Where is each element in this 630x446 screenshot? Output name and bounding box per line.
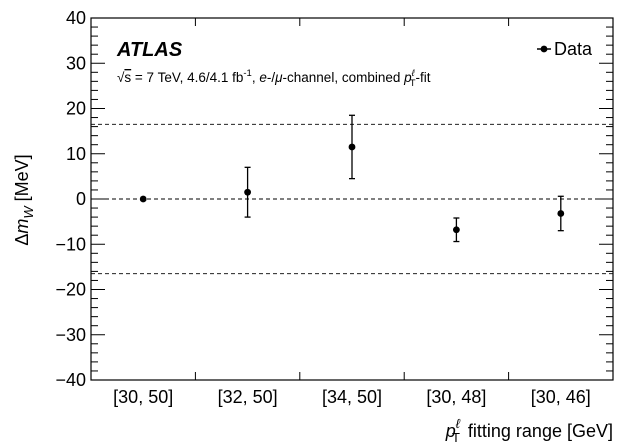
y-tick-label: −10: [55, 234, 86, 254]
legend: Data: [537, 39, 593, 59]
y-tick-label: −30: [55, 325, 86, 345]
legend-marker: [540, 45, 548, 53]
data-point: [557, 210, 565, 217]
y-axis: 40 30 20 10 0 −10 −20 −30 −40: [55, 8, 613, 390]
y-tick-label: −20: [55, 280, 86, 300]
x-tick-label: [34, 50]: [322, 387, 382, 407]
data-point: [348, 143, 356, 151]
y-tick-label: 40: [66, 8, 86, 28]
y-tick-label: 0: [76, 189, 86, 209]
y-tick-label: −40: [55, 370, 86, 390]
y-tick-label: 30: [66, 53, 86, 73]
subtitle: √s = 7 TeV, 4.6/4.1 fb-1, e-/μ-channel, …: [117, 68, 431, 89]
legend-label: Data: [554, 39, 593, 59]
x-axis-title: pℓ T fitting range [GeV]: [445, 416, 613, 445]
y-tick-label: 10: [66, 144, 86, 164]
experiment-label: ATLAS: [116, 39, 183, 61]
data-point: [244, 188, 252, 196]
y-axis-title: ΔmW [MeV]: [12, 154, 36, 245]
data-point: [139, 195, 147, 203]
x-axis: [30, 50] [32, 50] [34, 50] [30, 48] [30, 46]: [113, 18, 591, 407]
data-point: [453, 226, 460, 234]
y-tick-label: 20: [66, 99, 86, 119]
x-tick-label: [30, 48]: [426, 387, 486, 407]
x-tick-label: [30, 46]: [531, 387, 591, 407]
data-points: [139, 114, 565, 243]
x-tick-label: [30, 50]: [113, 387, 173, 407]
x-tick-label: [32, 50]: [218, 387, 278, 407]
